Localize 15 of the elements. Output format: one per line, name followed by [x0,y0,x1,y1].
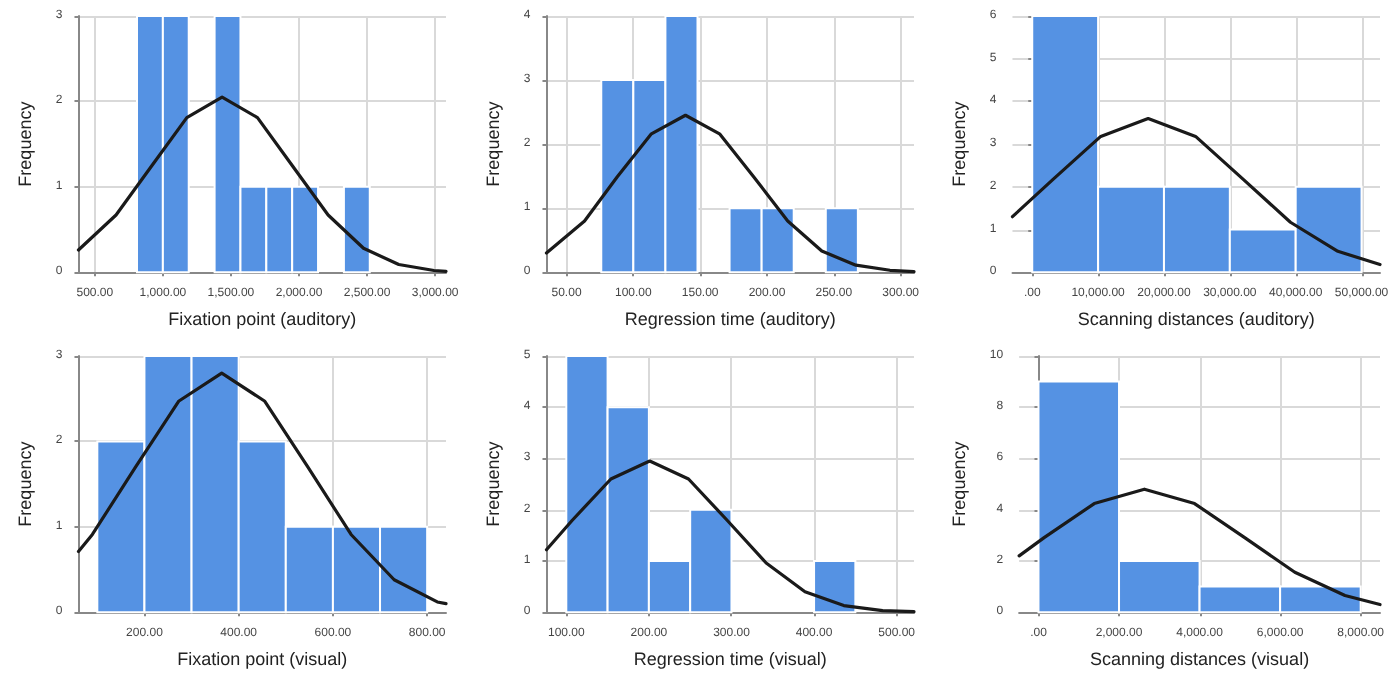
y-axis-title: Frequency [15,100,35,187]
x-axis-title: Scanning distances (auditory) [1077,309,1315,329]
x-axis-title: Scanning distances (visual) [1090,649,1310,669]
x-axis-title: Regression time (auditory) [623,309,835,329]
y-axis-title: Frequency [15,440,35,527]
x-axis-title: Regression time (visual) [632,649,826,669]
line-series [1010,116,1382,267]
line-series [1017,487,1382,607]
x-axis-title: Fixation point (auditory) [168,309,357,329]
y-axis-title: Frequency [482,100,502,187]
y-axis-title: Frequency [949,100,969,187]
line-series [76,371,448,606]
y-axis-title: Frequency [482,440,502,527]
x-axis-title: Fixation point (visual) [177,649,348,669]
y-axis-title: Frequency [949,440,969,527]
